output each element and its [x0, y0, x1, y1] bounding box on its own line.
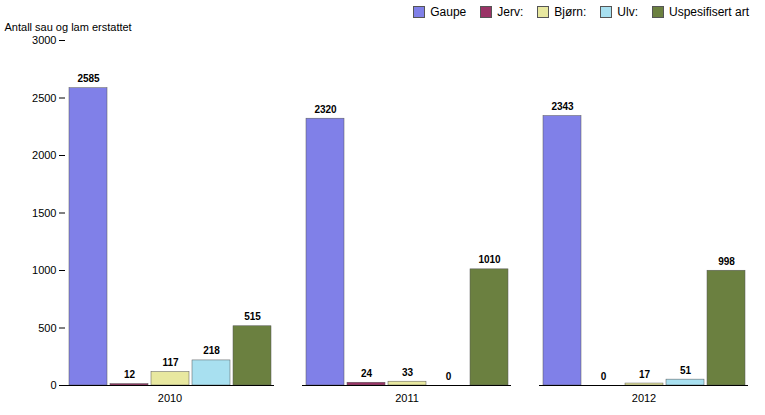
svg-text:2012: 2012 — [632, 392, 656, 404]
svg-text:0: 0 — [601, 371, 607, 382]
svg-text:2010: 2010 — [158, 392, 182, 404]
svg-text:0: 0 — [446, 371, 452, 382]
svg-text:500: 500 — [38, 322, 56, 334]
svg-text:2011: 2011 — [395, 392, 419, 404]
svg-text:2320: 2320 — [314, 104, 337, 115]
svg-text:1010: 1010 — [478, 254, 501, 265]
svg-text:2500: 2500 — [32, 92, 56, 104]
html-text:Uspesifisert art: Uspesifisert art — [669, 5, 749, 19]
svg-text:2585: 2585 — [77, 73, 100, 84]
svg-text:33: 33 — [402, 367, 414, 378]
svg-text:2343: 2343 — [551, 101, 574, 112]
svg-text:1500: 1500 — [32, 207, 56, 219]
html-text:Jerv:: Jerv: — [497, 5, 524, 19]
svg-text:51: 51 — [680, 365, 692, 376]
svg-text:2000: 2000 — [32, 149, 56, 161]
svg-text:0: 0 — [50, 379, 56, 391]
svg-text:998: 998 — [718, 256, 735, 267]
html-text:Gaupe: Gaupe — [430, 5, 467, 19]
svg-text:3000: 3000 — [32, 34, 56, 46]
svg-text:Antall sau og lam erstattet: Antall sau og lam erstattet — [5, 21, 132, 33]
svg-text:24: 24 — [361, 368, 373, 379]
html-text:Ulv:: Ulv: — [617, 5, 638, 19]
svg-text:218: 218 — [203, 345, 220, 356]
svg-text:17: 17 — [639, 369, 651, 380]
svg-text:117: 117 — [162, 357, 179, 368]
svg-text:1000: 1000 — [32, 264, 56, 276]
svg-text:12: 12 — [124, 369, 136, 380]
svg-text:515: 515 — [244, 311, 261, 322]
html-text:Bjørn:: Bjørn: — [554, 5, 587, 19]
